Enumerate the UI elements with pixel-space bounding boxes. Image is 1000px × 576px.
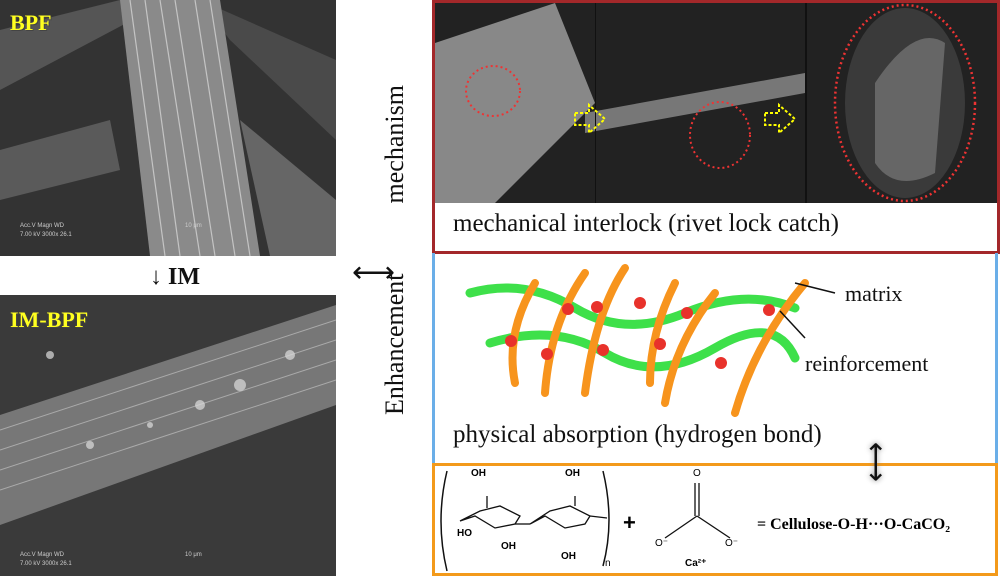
scale-line: Acc.V Magn WD xyxy=(20,552,65,558)
scale-info: Acc.V Magn WD 7.00 kV 3000x 26.1 xyxy=(20,551,72,569)
matrix-label: matrix xyxy=(845,281,903,306)
bpf-fiber-texture xyxy=(0,0,336,256)
ho-group: HO xyxy=(457,528,472,539)
enhancement-text: Enhancement xyxy=(380,273,409,415)
calcium-ion: Ca²⁺ xyxy=(685,558,707,569)
bpf-label: BPF xyxy=(10,10,52,35)
oh-group: OH xyxy=(471,468,486,479)
vertical-title: Enhancement mechanism xyxy=(380,85,410,415)
double-arrow-horizontal-icon: ⟷ xyxy=(352,256,396,289)
carbonate-structure xyxy=(664,483,731,539)
matrix-fibers xyxy=(508,264,809,417)
scale-bar-label: 10 μm xyxy=(185,223,202,229)
hydrogen-bond-nodes xyxy=(505,297,775,369)
sem-image-bpf: BPF Acc.V Magn WD 7.00 kV 3000x 26.1 10 … xyxy=(0,0,336,256)
oxygen-anion: O⁻ xyxy=(655,538,669,549)
physical-caption: physical absorption (hydrogen bond) xyxy=(453,421,822,448)
scale-line: 7.00 kV 3000x 26.1 xyxy=(20,232,72,238)
fiber-matrix-diagram xyxy=(465,264,836,417)
oh-group: OH xyxy=(501,541,516,552)
process-label: IM xyxy=(168,264,200,290)
mechanical-caption: mechanical interlock (rivet lock catch) xyxy=(453,210,839,237)
arrow-right-icon xyxy=(764,102,797,136)
cellulose-structure xyxy=(440,470,610,572)
chemical-bond-panel: OH OH HO OH OH n + O O⁻ O⁻ Ca²⁺ = Cellul… xyxy=(432,463,998,576)
arrow-right-icon xyxy=(574,102,607,136)
scale-line: 7.00 kV 3000x 26.1 xyxy=(20,561,72,567)
carbonate-oxygen: O xyxy=(693,468,701,479)
scale-bar-label: 10 μm xyxy=(185,552,202,558)
mechanical-interlock-panel: mechanical interlock (rivet lock catch) xyxy=(432,0,1000,254)
interlock-sem-images xyxy=(435,3,997,203)
oh-group: OH xyxy=(565,468,580,479)
double-arrow-vertical-icon: ⟷ xyxy=(860,441,892,483)
scale-line: Acc.V Magn WD xyxy=(20,223,65,229)
mechanism-text: mechanism xyxy=(380,85,409,204)
sem-image-im-bpf: IM-BPF Acc.V Magn WD 7.00 kV 3000x 26.1 … xyxy=(0,295,336,576)
subscript-n: n xyxy=(605,558,611,569)
oxygen-anion: O⁻ xyxy=(725,538,739,549)
im-bpf-fiber-texture xyxy=(0,295,336,576)
physical-absorption-panel: matrix reinforcement physical absorption… xyxy=(432,253,998,465)
scale-info: Acc.V Magn WD 7.00 kV 3000x 26.1 xyxy=(20,222,72,240)
plus-sign: + xyxy=(623,510,636,535)
hydrogen-bond-equation: = Cellulose-O-H···O-CaCO₂ xyxy=(757,516,951,533)
process-step: ↓ IM xyxy=(150,264,200,291)
im-bpf-label: IM-BPF xyxy=(10,307,89,332)
arrow-down-icon: ↓ xyxy=(150,264,162,290)
oh-group: OH xyxy=(561,551,576,562)
reinforcement-label: reinforcement xyxy=(805,351,929,376)
